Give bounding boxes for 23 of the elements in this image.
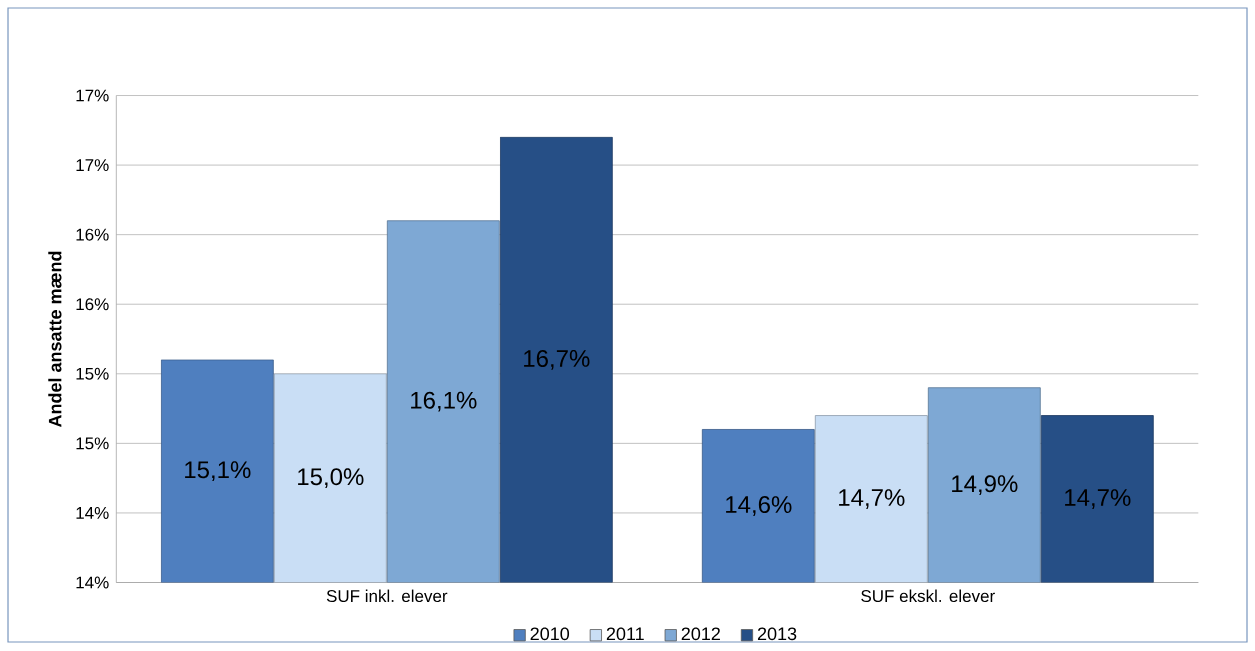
data-label: 14,6% [726, 496, 792, 516]
legend-label: 2011 [606, 627, 644, 641]
legend-label: 2013 [757, 627, 797, 641]
x-tick-label: SUF ekskl. elever [861, 589, 995, 603]
y-tick-label: 17% [76, 159, 109, 172]
y-tick-label: 16% [76, 228, 109, 241]
x-tick-label: SUF inkl. elever [326, 589, 448, 603]
data-label: 16,7% [524, 349, 590, 370]
legend-label: 2010 [530, 627, 570, 641]
data-label: 16,1% [411, 391, 477, 412]
data-label: 14,7% [839, 489, 905, 509]
y-tick-label: 15% [76, 367, 109, 380]
data-label: 15,0% [298, 468, 364, 489]
data-label: 15,1% [185, 461, 251, 482]
y-tick-label: 15% [76, 437, 109, 450]
y-axis-title: Andel ansatte mænd [48, 251, 62, 428]
legend-label: 2012 [681, 627, 720, 641]
y-tick-label: 14% [76, 576, 109, 589]
y-tick-label: 14% [76, 506, 109, 519]
y-tick-label: 16% [76, 298, 109, 311]
y-tick-label: 17% [76, 89, 109, 102]
data-label: 14,9% [952, 475, 1018, 496]
data-label: 14,7% [1065, 489, 1131, 509]
